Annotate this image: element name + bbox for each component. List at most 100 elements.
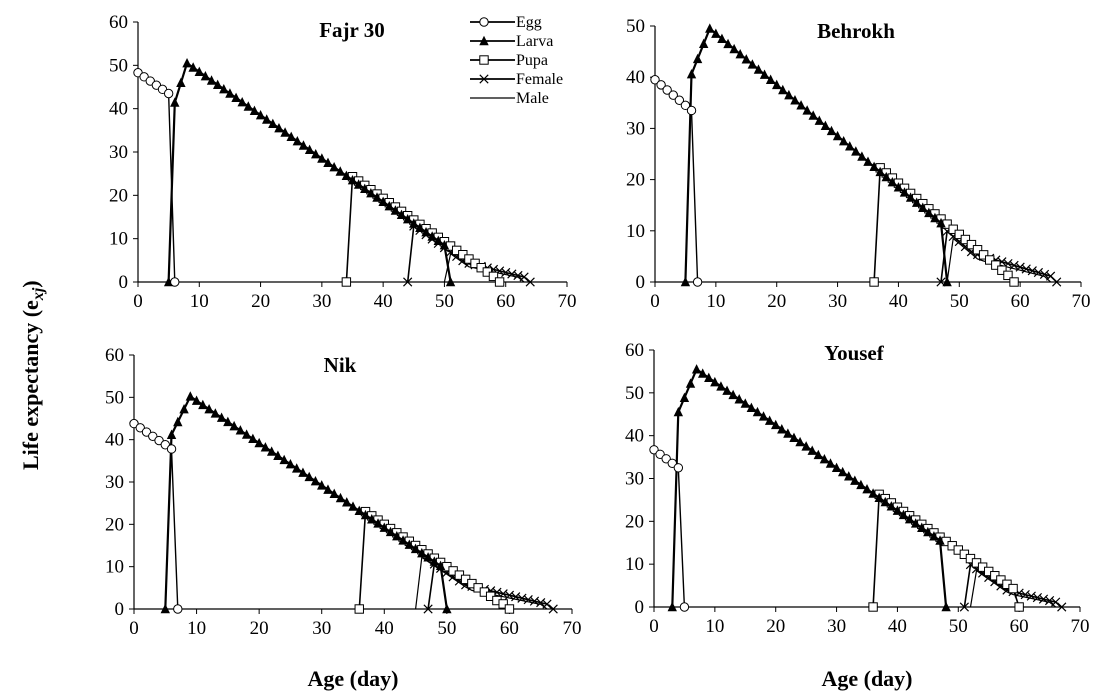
panel-1: 0 10 20 30 40 50 60 0 10 20 30 40 50 60 70 Fajr 30 <box>109 12 577 312</box>
x-tick-label: 30 <box>827 616 846 637</box>
larva-point <box>813 449 824 460</box>
x-tick-label: 0 <box>649 616 659 637</box>
egg-point <box>662 85 672 95</box>
larva-point <box>765 74 776 84</box>
larva-point <box>716 381 726 391</box>
larva-point <box>317 153 327 163</box>
female-point <box>548 604 558 614</box>
x-tick-label: 60 <box>1011 291 1030 312</box>
larva-point <box>235 425 246 435</box>
larva-point <box>298 140 309 150</box>
egg-line <box>653 449 686 608</box>
larva-point <box>735 48 745 59</box>
larva-point <box>808 110 818 120</box>
larva-point <box>826 125 837 136</box>
female-point <box>501 267 511 278</box>
x-tick-label: 70 <box>563 618 582 639</box>
x-tick-label: 20 <box>767 291 786 312</box>
pupa-point <box>1014 602 1024 612</box>
female-point <box>507 269 517 279</box>
egg-point <box>650 75 660 85</box>
pupa-point <box>868 602 878 612</box>
y-tick-label: 20 <box>625 511 644 532</box>
egg-point <box>692 277 703 287</box>
x-tick-label: 50 <box>950 291 969 312</box>
larva-point <box>734 394 744 404</box>
larva-point <box>771 419 781 430</box>
larva-point <box>231 92 241 103</box>
larva-point <box>905 192 916 202</box>
pupa-point <box>498 599 508 609</box>
legend: Egg Larva Pupa Female Male <box>470 14 563 107</box>
y-tick-label: 40 <box>625 426 644 447</box>
larva-point <box>286 131 296 142</box>
larva-point <box>924 207 934 218</box>
larva-point <box>188 62 198 72</box>
larva-point <box>255 109 266 120</box>
larva-point <box>210 408 221 418</box>
larva-point <box>832 130 843 141</box>
egg-point <box>173 604 183 614</box>
larva-point <box>427 231 437 241</box>
larva-point <box>396 209 407 220</box>
larva-point <box>898 509 909 520</box>
pupa-point <box>948 224 958 234</box>
larva-point <box>421 226 431 237</box>
larva-point <box>279 454 289 465</box>
egg-point <box>166 444 177 454</box>
larva-point <box>679 392 690 403</box>
x-tick-label: 60 <box>1010 616 1029 637</box>
larva-point <box>200 70 211 81</box>
larva-point <box>795 436 805 447</box>
egg-series <box>650 75 703 287</box>
larva-point <box>243 101 254 111</box>
larva-line <box>684 26 949 283</box>
larva-point <box>266 446 277 456</box>
larva-point <box>385 526 396 537</box>
y-tick-label: 0 <box>115 599 125 620</box>
larva-point <box>698 38 709 48</box>
larva-point <box>423 552 433 562</box>
x-tick-label: 20 <box>251 291 270 312</box>
larva-point <box>311 148 321 159</box>
larva-point <box>379 522 389 532</box>
larva-point <box>417 547 427 558</box>
female-point <box>423 604 433 614</box>
x-tick-label: 40 <box>889 291 908 312</box>
larva-point <box>176 77 186 88</box>
pupa-point <box>488 271 499 282</box>
egg-point <box>163 88 174 99</box>
x-tick-label: 30 <box>828 291 847 312</box>
larva-point <box>348 501 358 511</box>
larva-point <box>442 603 452 614</box>
female-point <box>1027 266 1037 276</box>
female-point <box>1020 589 1030 600</box>
pupa-point <box>341 277 352 287</box>
larva-point <box>390 205 401 215</box>
y-tick-label: 30 <box>105 472 124 493</box>
legend-entry-larva: Larva <box>470 33 553 50</box>
larva-point <box>686 68 697 79</box>
larva-point <box>249 105 260 116</box>
larva-point <box>723 38 733 49</box>
larva-point <box>254 437 264 448</box>
larva-point <box>874 492 884 502</box>
egg-point <box>673 463 684 473</box>
larva-point <box>166 429 177 439</box>
larva-point <box>783 428 793 438</box>
larva-series <box>680 23 952 287</box>
x-tick-label: 20 <box>250 618 269 639</box>
y-tick-label: 40 <box>105 430 124 451</box>
egg-point <box>680 100 691 111</box>
larva-point <box>917 522 927 532</box>
larva-series <box>160 391 452 614</box>
y-tick-label: 10 <box>109 229 128 250</box>
larva-point <box>204 403 214 414</box>
x-tick-label: 50 <box>435 291 454 312</box>
legend-label: Pupa <box>516 52 548 69</box>
larva-point <box>372 192 382 202</box>
larva-line <box>167 61 452 283</box>
larva-point <box>845 141 855 151</box>
x-tick-label: 70 <box>1071 616 1090 637</box>
